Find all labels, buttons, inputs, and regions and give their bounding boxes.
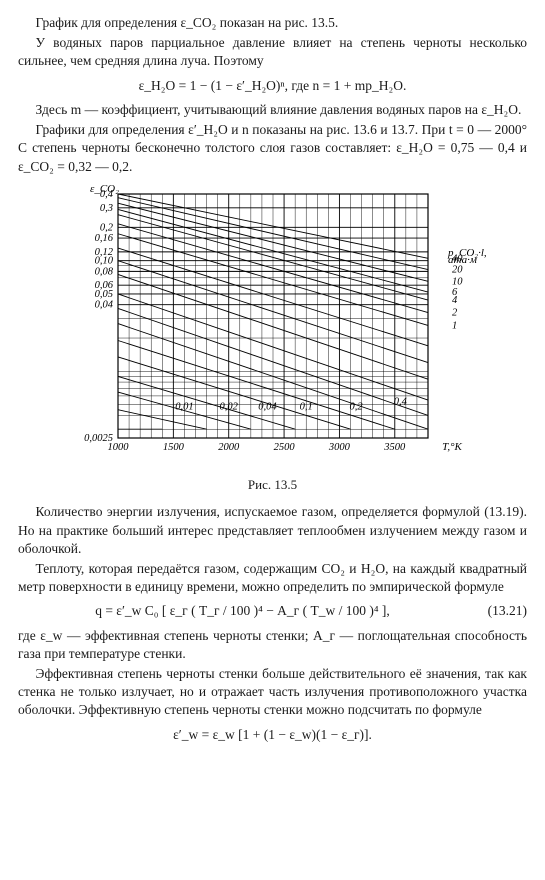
- formula-q-number: (13.21): [467, 602, 527, 620]
- series-line: [118, 357, 351, 429]
- inner-series-label: 0,4: [393, 396, 407, 407]
- formula-eh2o: ε_H₂O = 1 − (1 − ε′_H₂O)ⁿ, где n = 1 + m…: [18, 77, 527, 95]
- figure-caption: Рис. 13.5: [18, 476, 527, 494]
- xtick-label: 3500: [383, 442, 406, 453]
- paragraph-energy: Количество энергии излучения, испускаемо…: [18, 503, 527, 558]
- emissivity-chart: 0,00250,040,050,060,080,100,120,160,20,3…: [58, 180, 488, 470]
- formula-eps-w: ε′_w = ε_w [1 + (1 − ε_w)(1 − ε_г)].: [18, 726, 527, 744]
- paragraph-heat: Теплоту, которая передаётся газом, содер…: [18, 560, 527, 596]
- ytick-label: 0,06: [94, 280, 113, 291]
- series-label: 4: [452, 295, 458, 306]
- ytick-label: 0,04: [94, 299, 113, 310]
- series-label: 1: [452, 320, 457, 331]
- inner-series-label: 0,01: [175, 401, 193, 412]
- xtick-label: 1500: [162, 442, 184, 453]
- paragraph-ranges: Графики для определения ε′_H₂O и n показ…: [18, 121, 527, 176]
- parameter-unit: ата·м: [448, 254, 477, 266]
- inner-series-label: 0,2: [349, 401, 363, 412]
- paragraph-intro-2: У водяных паров парциальное давление вли…: [18, 34, 527, 70]
- series-label: 10: [452, 276, 463, 287]
- formula-q: q = ε′_w C₀ [ ε_г ( T_г / 100 )⁴ − A_г (…: [18, 602, 467, 620]
- ytick-label: 0,16: [94, 233, 113, 244]
- ytick-label: 0,2: [99, 222, 113, 233]
- xtick-label: 3000: [327, 442, 350, 453]
- xtick-label: 1000: [107, 442, 129, 453]
- series-label: 20: [452, 264, 463, 275]
- xtick-label: 2000: [218, 442, 240, 453]
- ytick-label: 0,12: [94, 247, 113, 258]
- paragraph-intro: График для определения ε_CO₂ показан на …: [18, 14, 527, 32]
- formula-q-row: q = ε′_w C₀ [ ε_г ( T_г / 100 )⁴ − A_г (…: [18, 602, 527, 620]
- ytick-label: 0,3: [99, 203, 112, 214]
- y-axis-label: ε_CO₂: [90, 183, 119, 195]
- x-axis-label: T,°K: [442, 441, 462, 453]
- inner-series-label: 0,1: [299, 401, 312, 412]
- inner-series-label: 0,02: [219, 401, 238, 412]
- paragraph-effective: Эффективная степень черноты стенки больш…: [18, 665, 527, 720]
- xtick-label: 2500: [273, 442, 295, 453]
- paragraph-where: где ε_w — эффективная степень черноты ст…: [18, 627, 527, 663]
- series-label: 2: [452, 307, 458, 318]
- paragraph-m: Здесь m — коэффициент, учитывающий влиян…: [18, 101, 527, 119]
- inner-series-label: 0,04: [258, 401, 277, 412]
- ytick-label: 0,08: [94, 266, 113, 277]
